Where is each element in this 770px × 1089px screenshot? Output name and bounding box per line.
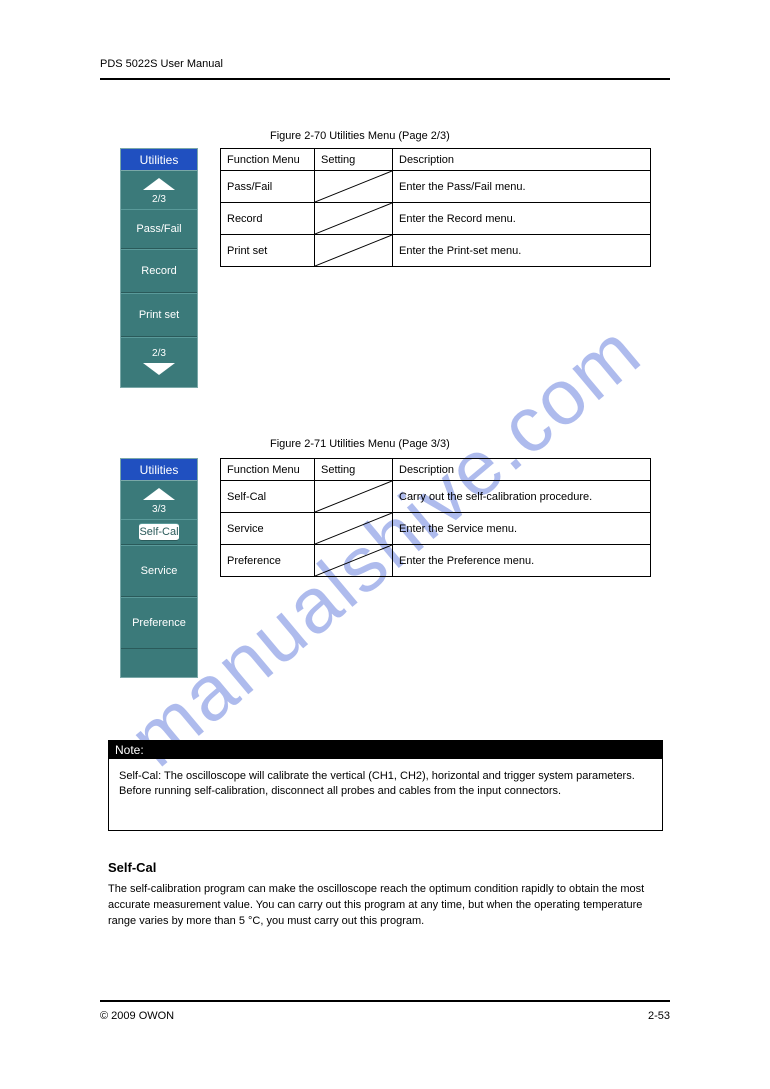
content-area: PDS 5022S User Manual Figure 2-70 Utilit… — [100, 30, 670, 1030]
menu2-item-preference[interactable]: Preference — [121, 597, 197, 649]
table2-r0-func: Self-Cal — [221, 481, 315, 513]
table2-r1-set — [315, 513, 393, 545]
table1-r2-set — [315, 235, 393, 267]
table2-r1-desc: Enter the Service menu. — [393, 513, 651, 545]
table2-r0-desc: Carry out the self-calibration procedure… — [393, 481, 651, 513]
table2-hdr-func: Function Menu — [221, 459, 315, 481]
menu1-page-bottom: 2/3 — [152, 348, 166, 359]
table1-hdr-desc: Description — [393, 149, 651, 171]
table1-header-row: Function Menu Setting Description — [221, 149, 651, 171]
table1-hdr-func: Function Menu — [221, 149, 315, 171]
arrow-up-icon — [139, 486, 179, 502]
diagonal-icon — [315, 481, 392, 512]
table2-r0-set — [315, 481, 393, 513]
table1-r0-set — [315, 171, 393, 203]
header-left: PDS 5022S User Manual — [100, 58, 223, 70]
table1-r0-desc: Enter the Pass/Fail menu. — [393, 171, 651, 203]
arrow-down-icon — [139, 361, 179, 377]
figure2-caption: Figure 2-71 Utilities Menu (Page 3/3) — [270, 438, 450, 450]
menu1-item-record[interactable]: Record — [121, 249, 197, 293]
diagonal-icon — [315, 545, 392, 576]
footer-left: © 2009 OWON — [100, 1010, 174, 1022]
table1-r2-func: Print set — [221, 235, 315, 267]
table1-hdr-set: Setting — [315, 149, 393, 171]
menu1-up-arrow[interactable]: 2/3 — [121, 171, 197, 209]
table-row: Record Enter the Record menu. — [221, 203, 651, 235]
table-row: Service Enter the Service menu. — [221, 513, 651, 545]
table2-r2-desc: Enter the Preference menu. — [393, 545, 651, 577]
menu1-item-passfail[interactable]: Pass/Fail — [121, 209, 197, 249]
footer-right: 2-53 — [648, 1010, 670, 1022]
table1-r1-set — [315, 203, 393, 235]
table-row: Print set Enter the Print-set menu. — [221, 235, 651, 267]
table-row: Preference Enter the Preference menu. — [221, 545, 651, 577]
selfcal-paragraph: The self-calibration program can make th… — [108, 882, 663, 930]
menu2-title: Utilities — [121, 459, 197, 481]
page: manualshive.com PDS 5022S User Manual Fi… — [0, 0, 770, 1089]
table1-r0-func: Pass/Fail — [221, 171, 315, 203]
diagonal-icon — [315, 203, 392, 234]
table2-hdr-set: Setting — [315, 459, 393, 481]
menu2-item-selfcal: Self-Cal — [139, 523, 178, 541]
table2-hdr-desc: Description — [393, 459, 651, 481]
table2-r2-set — [315, 545, 393, 577]
table1-r1-desc: Enter the Record menu. — [393, 203, 651, 235]
footer-rule — [100, 1000, 670, 1002]
menu1-down-arrow[interactable]: 2/3 — [121, 337, 197, 383]
diagonal-icon — [315, 235, 392, 266]
note-body: Self-Cal: The oscilloscope will calibrat… — [109, 759, 662, 830]
table2: Function Menu Setting Description Self-C… — [220, 458, 651, 577]
menu1-title: Utilities — [121, 149, 197, 171]
selfcal-heading: Self-Cal — [108, 860, 156, 875]
menu-panel-2: Utilities 3/3 Self-Cal Service Preferenc… — [120, 458, 198, 678]
table-row: Self-Cal Carry out the self-calibration … — [221, 481, 651, 513]
figure1-caption: Figure 2-70 Utilities Menu (Page 2/3) — [270, 130, 450, 142]
diagonal-icon — [315, 513, 392, 544]
table1-r2-desc: Enter the Print-set menu. — [393, 235, 651, 267]
table2-r2-func: Preference — [221, 545, 315, 577]
note-box: Note: Self-Cal: The oscilloscope will ca… — [108, 740, 663, 831]
menu-panel-1: Utilities 2/3 Pass/Fail Record Print set… — [120, 148, 198, 388]
table2-r1-func: Service — [221, 513, 315, 545]
menu2-item-selfcal-wrap[interactable]: Self-Cal — [121, 519, 197, 545]
menu2-up-arrow[interactable]: 3/3 — [121, 481, 197, 519]
table1: Function Menu Setting Description Pass/F… — [220, 148, 651, 267]
menu2-item-service[interactable]: Service — [121, 545, 197, 597]
menu2-page-top: 3/3 — [152, 504, 166, 515]
header-rule — [100, 78, 670, 80]
table2-header-row: Function Menu Setting Description — [221, 459, 651, 481]
table-row: Pass/Fail Enter the Pass/Fail menu. — [221, 171, 651, 203]
arrow-up-icon — [139, 176, 179, 192]
menu1-page-top: 2/3 — [152, 194, 166, 205]
menu1-item-printset[interactable]: Print set — [121, 293, 197, 337]
note-title: Note: — [109, 741, 662, 759]
table1-r1-func: Record — [221, 203, 315, 235]
diagonal-icon — [315, 171, 392, 202]
